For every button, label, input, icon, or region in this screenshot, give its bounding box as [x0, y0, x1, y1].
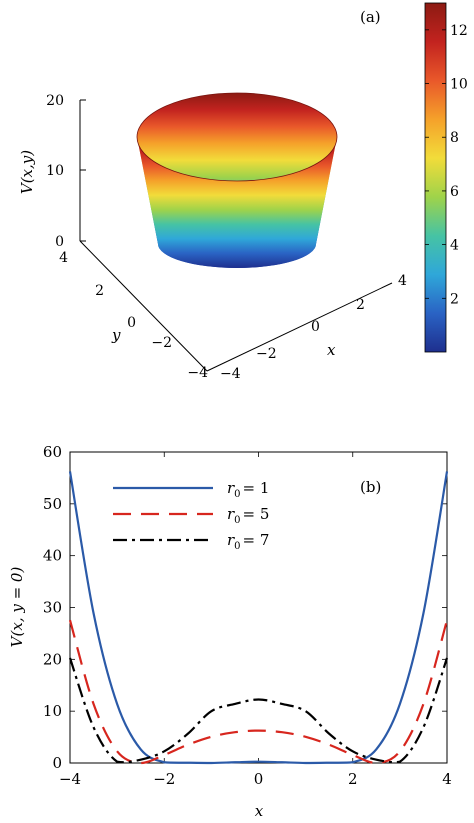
y-tick-label: 20	[43, 650, 62, 668]
x-tick-label: −4	[59, 770, 81, 788]
panel-b-xlabel: x	[255, 802, 264, 820]
y-tick-label: 10	[43, 702, 62, 720]
surface-rim	[136, 92, 338, 182]
y-tick-label: 0	[52, 754, 62, 772]
colorbar-tick-label: 12	[450, 23, 468, 39]
x-tick-label: 2	[348, 770, 358, 788]
panel-b-ylabel: V(x, y = 0)	[8, 567, 26, 648]
series-line-r0-1	[68, 471, 449, 765]
colorbar-tick-label: 8	[450, 130, 459, 146]
legend: r0 = 1 r0 = 5 r0 = 7	[113, 479, 269, 552]
panel-b-label: (b)	[360, 478, 381, 496]
colorbar-tick-label: 6	[450, 184, 459, 200]
colorbar: 2 4 6 8 10 12	[424, 2, 468, 353]
series-line-r0-7	[68, 657, 449, 764]
x-tick-label: 4	[398, 273, 407, 289]
panel-a-axes	[79, 99, 393, 372]
x-tick-label: 0	[311, 319, 320, 335]
colorbar-ticks: 2 4 6 8 10 12	[425, 23, 468, 307]
panel-a-ztick-labels: 20 10 0	[46, 93, 64, 250]
z-tick-label: 0	[55, 234, 64, 250]
panel-b-ticks	[69, 451, 448, 764]
legend-label: r0 = 7	[227, 531, 269, 552]
legend-label: r0 = 1	[227, 479, 269, 500]
surface-plot	[136, 92, 338, 268]
colorbar-tick-label: 10	[450, 77, 468, 93]
colorbar-tick-label: 4	[450, 238, 459, 254]
y-tick-label: 4	[59, 250, 68, 266]
panel-a: (a) 20 10 0 V(x,y) 4 2 0 −2 −4 y −4 −2 0	[18, 2, 468, 382]
y-tick-label: 50	[43, 495, 62, 513]
y-tick-label: 0	[127, 315, 136, 331]
y-tick-label: 40	[43, 547, 62, 565]
panel-a-zlabel: V(x,y)	[18, 150, 36, 194]
surface-outer-wall	[137, 137, 337, 268]
colorbar-tick-label: 2	[450, 291, 459, 307]
x-tick-label: −2	[153, 770, 175, 788]
legend-label: r0 = 5	[227, 505, 269, 526]
x-tick-label: −4	[220, 366, 241, 382]
z-tick-label: 20	[46, 93, 64, 109]
colorbar-gradient	[424, 2, 447, 353]
x-tick-label: 4	[442, 770, 452, 788]
panel-a-label: (a)	[360, 8, 381, 26]
y-tick-label: −2	[151, 335, 172, 351]
panel-b-series	[68, 471, 449, 765]
x-tick-label: 2	[356, 297, 365, 313]
y-tick-label: 60	[43, 443, 62, 461]
panel-a-xlabel: x	[327, 341, 336, 359]
panel-b-plot-area	[69, 451, 448, 764]
x-tick-label: 0	[254, 770, 264, 788]
x-tick-label: −2	[256, 346, 277, 362]
y-tick-label: 2	[95, 283, 104, 299]
y-tick-label: 30	[43, 599, 62, 617]
panel-a-xtick-labels: −4 −2 0 2 4	[220, 273, 407, 382]
panel-a-ytick-labels: 4 2 0 −2 −4	[59, 250, 208, 381]
z-tick-label: 10	[46, 163, 64, 179]
series-line-r0-5	[68, 619, 449, 765]
panel-a-ylabel: y	[111, 326, 121, 344]
y-tick-label: −4	[187, 365, 208, 381]
